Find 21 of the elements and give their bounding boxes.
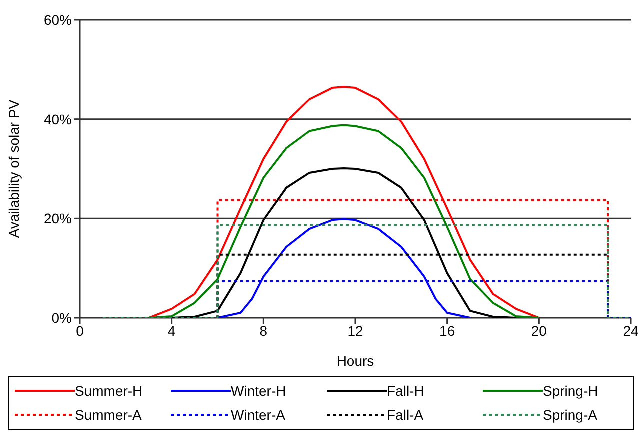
y-tick-label: 20% [44,210,72,227]
x-axis-title: Hours [336,353,374,369]
legend-label: Spring-H [543,383,598,399]
x-tick-label: 16 [440,322,456,339]
legend-label: Summer-H [75,383,143,399]
legend-label: Fall-H [387,383,424,399]
x-tick-label: 20 [531,322,548,339]
legend-label: Summer-A [75,407,142,423]
y-axis-title: Availability of solar PV [6,99,22,238]
legend-label: Fall-A [387,407,424,423]
x-tick-label: 0 [76,322,84,339]
y-tick-label: 60% [44,12,72,28]
x-tick-label: 8 [260,322,268,339]
legend-label: Winter-A [231,407,286,423]
line-series [148,124,540,318]
legend-label: Winter-H [231,383,286,399]
legend-label: Spring-A [543,407,598,423]
y-tick-label: 0% [52,310,72,326]
x-tick-label: 12 [348,322,364,339]
x-tick-label: 4 [168,322,176,339]
y-tick-label: 40% [44,111,72,128]
